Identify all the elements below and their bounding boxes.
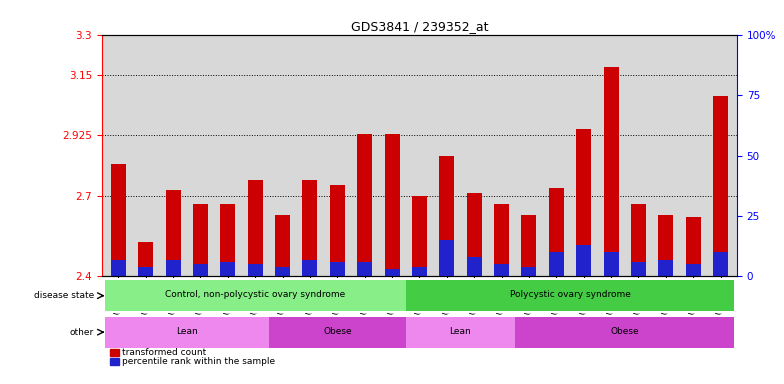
Text: disease state: disease state — [34, 291, 94, 300]
Bar — [138, 267, 153, 276]
Bar — [604, 252, 619, 276]
Bar — [303, 260, 318, 276]
Bar — [494, 264, 509, 276]
Bar — [412, 196, 427, 276]
Bar — [631, 262, 646, 276]
Text: Obese: Obese — [323, 327, 352, 336]
Bar — [104, 316, 269, 348]
Bar — [659, 215, 673, 276]
Bar — [713, 252, 728, 276]
Bar — [686, 264, 701, 276]
Bar — [111, 260, 126, 276]
Text: Lean: Lean — [449, 327, 471, 336]
Bar — [631, 204, 646, 276]
Bar — [576, 245, 591, 276]
Bar — [521, 215, 536, 276]
Text: Polycystic ovary syndrome: Polycystic ovary syndrome — [510, 290, 630, 300]
Bar — [406, 280, 735, 311]
Bar — [193, 204, 208, 276]
Bar — [549, 252, 564, 276]
Bar — [384, 269, 400, 276]
Bar — [549, 188, 564, 276]
Title: GDS3841 / 239352_at: GDS3841 / 239352_at — [350, 20, 488, 33]
Bar — [604, 67, 619, 276]
Bar — [138, 242, 153, 276]
Bar — [165, 260, 180, 276]
Bar — [275, 267, 290, 276]
Bar — [358, 262, 372, 276]
Bar — [330, 262, 345, 276]
Bar — [111, 164, 126, 276]
Bar — [220, 204, 235, 276]
Bar — [384, 134, 400, 276]
Bar — [248, 180, 263, 276]
Bar — [193, 264, 208, 276]
Bar — [269, 316, 406, 348]
Text: Obese: Obese — [611, 327, 639, 336]
Bar — [439, 240, 455, 276]
Bar — [412, 267, 427, 276]
Bar — [686, 217, 701, 276]
Bar — [576, 129, 591, 276]
Bar — [330, 185, 345, 276]
Bar — [165, 190, 180, 276]
Bar — [659, 260, 673, 276]
Bar — [521, 267, 536, 276]
Bar — [466, 193, 481, 276]
Text: transformed count: transformed count — [122, 348, 205, 358]
Bar — [466, 257, 481, 276]
Bar — [494, 204, 509, 276]
Bar — [406, 316, 515, 348]
Bar — [220, 262, 235, 276]
Bar — [713, 96, 728, 276]
Text: Lean: Lean — [176, 327, 198, 336]
Bar — [515, 316, 735, 348]
Text: percentile rank within the sample: percentile rank within the sample — [122, 357, 274, 366]
Bar — [439, 156, 455, 276]
Bar — [275, 215, 290, 276]
Text: other: other — [70, 328, 94, 337]
Text: Control, non-polycystic ovary syndrome: Control, non-polycystic ovary syndrome — [165, 290, 345, 300]
Bar — [104, 280, 406, 311]
Bar — [358, 134, 372, 276]
Bar — [248, 264, 263, 276]
Bar — [303, 180, 318, 276]
